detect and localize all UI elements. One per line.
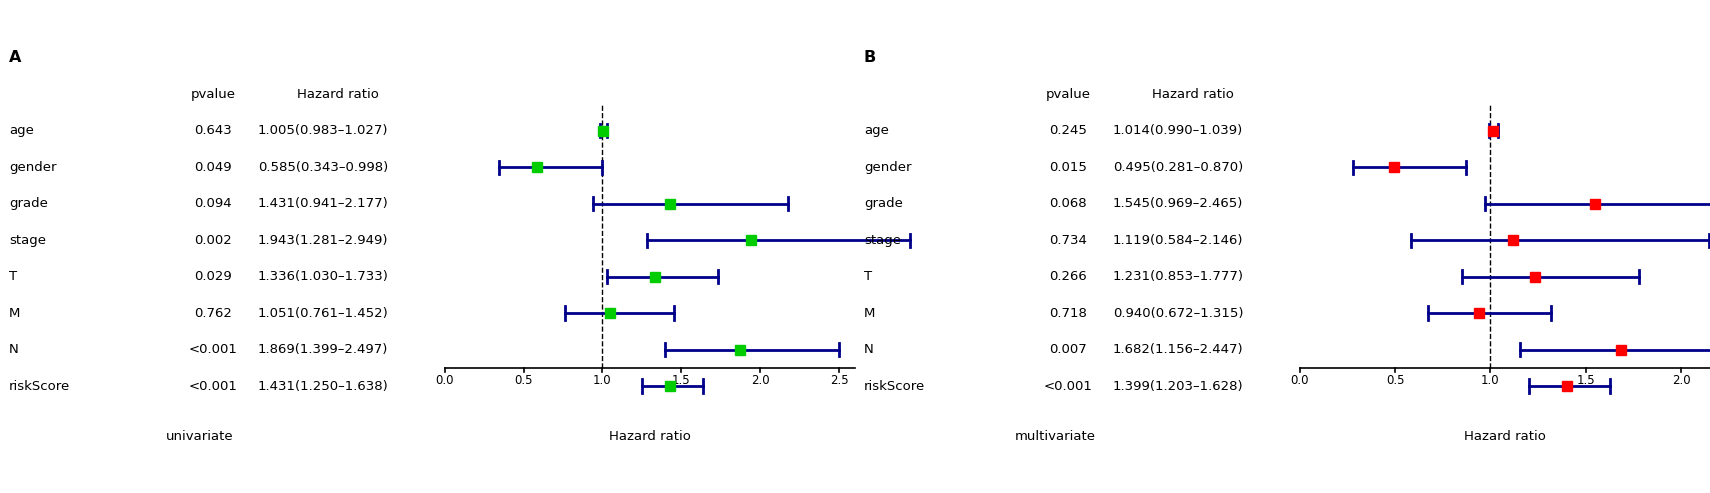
Text: 0.266: 0.266 xyxy=(1050,270,1088,283)
Text: 0.718: 0.718 xyxy=(1050,307,1088,319)
Text: 1.5: 1.5 xyxy=(672,374,691,387)
Text: 2.0: 2.0 xyxy=(1672,374,1691,387)
Text: 0.5: 0.5 xyxy=(1385,374,1404,387)
Text: 1.051(0.761–1.452): 1.051(0.761–1.452) xyxy=(258,307,388,319)
Text: 0.495(0.281–0.870): 0.495(0.281–0.870) xyxy=(1113,161,1243,174)
Text: 1.119(0.584–2.146): 1.119(0.584–2.146) xyxy=(1113,234,1243,246)
Text: <0.001: <0.001 xyxy=(190,380,238,392)
Text: 0.015: 0.015 xyxy=(1050,161,1088,174)
Text: gender: gender xyxy=(864,161,911,174)
Text: 1.0: 1.0 xyxy=(1481,374,1500,387)
Text: <0.001: <0.001 xyxy=(1045,380,1093,392)
Text: 1.0: 1.0 xyxy=(593,374,612,387)
Text: gender: gender xyxy=(9,161,56,174)
Text: 0.245: 0.245 xyxy=(1050,124,1088,137)
Text: 1.231(0.853–1.777): 1.231(0.853–1.777) xyxy=(1113,270,1243,283)
Text: grade: grade xyxy=(9,197,48,210)
Text: 1.682(1.156–2.447): 1.682(1.156–2.447) xyxy=(1113,343,1243,356)
Text: grade: grade xyxy=(864,197,903,210)
Text: 1.431(0.941–2.177): 1.431(0.941–2.177) xyxy=(258,197,388,210)
Text: 0.002: 0.002 xyxy=(195,234,233,246)
Text: riskScore: riskScore xyxy=(9,380,70,392)
Text: 0.094: 0.094 xyxy=(195,197,233,210)
Text: B: B xyxy=(864,50,876,65)
Text: pvalue: pvalue xyxy=(192,88,236,101)
Text: 1.5: 1.5 xyxy=(1577,374,1595,387)
Text: 0.0: 0.0 xyxy=(436,374,453,387)
Text: 0.049: 0.049 xyxy=(195,161,233,174)
Text: 0.5: 0.5 xyxy=(515,374,534,387)
Text: 1.545(0.969–2.465): 1.545(0.969–2.465) xyxy=(1113,197,1243,210)
Text: Hazard ratio: Hazard ratio xyxy=(298,88,380,101)
Text: 0.585(0.343–0.998): 0.585(0.343–0.998) xyxy=(258,161,388,174)
Text: 0.762: 0.762 xyxy=(195,307,233,319)
Text: Hazard ratio: Hazard ratio xyxy=(1464,430,1546,443)
Text: Hazard ratio: Hazard ratio xyxy=(1153,88,1235,101)
Text: 1.869(1.399–2.497): 1.869(1.399–2.497) xyxy=(258,343,388,356)
Text: M: M xyxy=(9,307,21,319)
Text: N: N xyxy=(864,343,874,356)
Text: T: T xyxy=(864,270,872,283)
Text: stage: stage xyxy=(864,234,901,246)
Text: 1.399(1.203–1.628): 1.399(1.203–1.628) xyxy=(1113,380,1243,392)
Text: 1.431(1.250–1.638): 1.431(1.250–1.638) xyxy=(258,380,388,392)
Text: age: age xyxy=(864,124,889,137)
Text: A: A xyxy=(9,50,21,65)
Text: multivariate: multivariate xyxy=(1014,430,1096,443)
Text: 0.940(0.672–1.315): 0.940(0.672–1.315) xyxy=(1113,307,1243,319)
Text: 2.0: 2.0 xyxy=(751,374,770,387)
Text: 2.5: 2.5 xyxy=(829,374,848,387)
Text: 1.005(0.983–1.027): 1.005(0.983–1.027) xyxy=(258,124,388,137)
Text: Hazard ratio: Hazard ratio xyxy=(609,430,691,443)
Text: M: M xyxy=(864,307,876,319)
Text: pvalue: pvalue xyxy=(1047,88,1091,101)
Text: N: N xyxy=(9,343,19,356)
Text: age: age xyxy=(9,124,34,137)
Text: <0.001: <0.001 xyxy=(190,343,238,356)
Text: 0.029: 0.029 xyxy=(195,270,233,283)
Text: 1.336(1.030–1.733): 1.336(1.030–1.733) xyxy=(258,270,388,283)
Text: 0.068: 0.068 xyxy=(1050,197,1088,210)
Text: 1.014(0.990–1.039): 1.014(0.990–1.039) xyxy=(1113,124,1243,137)
Text: 0.643: 0.643 xyxy=(195,124,233,137)
Text: 0.007: 0.007 xyxy=(1050,343,1088,356)
Text: univariate: univariate xyxy=(166,430,234,443)
Text: 0.0: 0.0 xyxy=(1291,374,1308,387)
Text: riskScore: riskScore xyxy=(864,380,925,392)
Text: stage: stage xyxy=(9,234,46,246)
Text: 0.734: 0.734 xyxy=(1050,234,1088,246)
Text: 1.943(1.281–2.949): 1.943(1.281–2.949) xyxy=(258,234,388,246)
Text: T: T xyxy=(9,270,17,283)
